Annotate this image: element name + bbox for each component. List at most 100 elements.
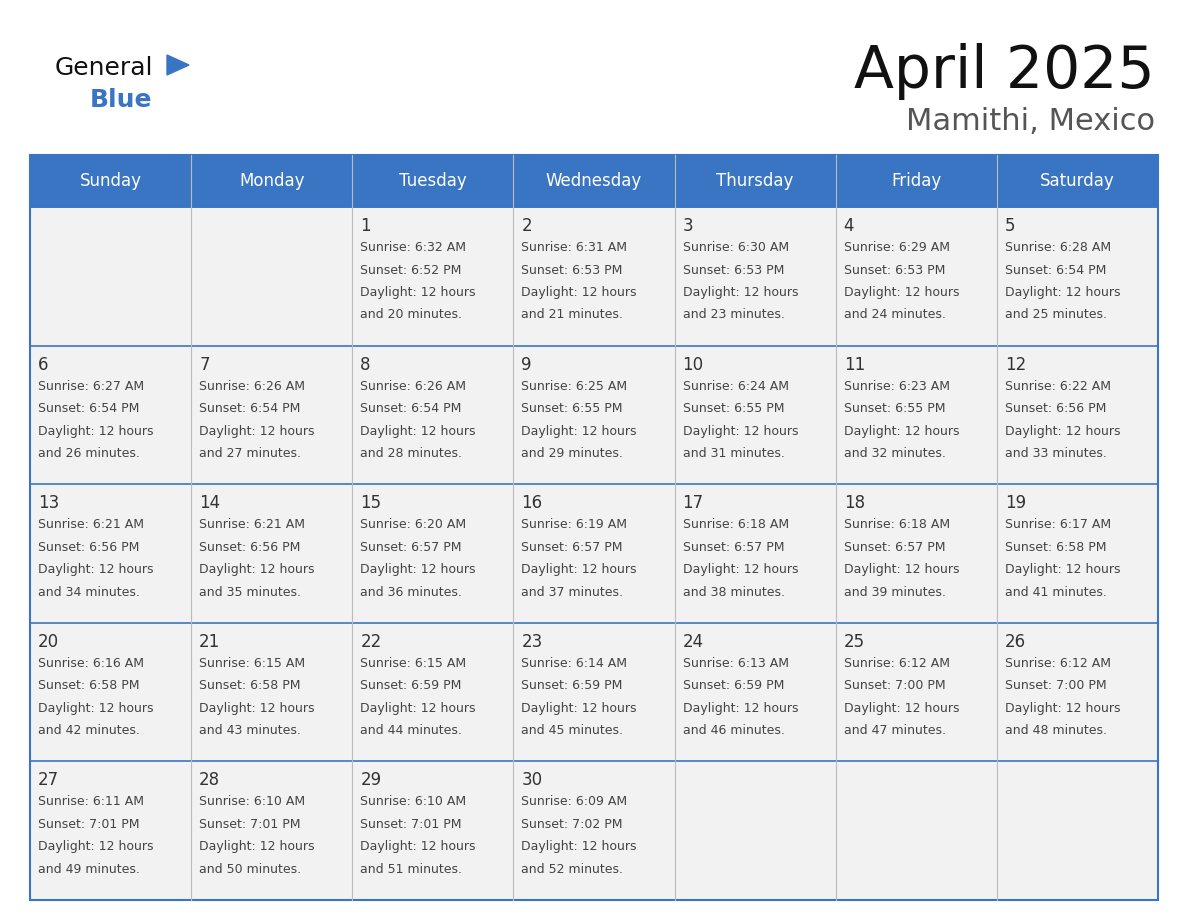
Text: Sunset: 7:02 PM: Sunset: 7:02 PM [522,818,623,831]
Text: and 28 minutes.: and 28 minutes. [360,447,462,460]
Text: Friday: Friday [891,172,941,190]
Bar [191,207,353,345]
Text: Daylight: 12 hours: Daylight: 12 hours [1005,425,1120,438]
Bar [513,345,675,484]
Bar [675,345,835,484]
Text: and 36 minutes.: and 36 minutes. [360,586,462,599]
Text: Sunrise: 6:13 AM: Sunrise: 6:13 AM [683,656,789,670]
Text: Sunset: 6:59 PM: Sunset: 6:59 PM [522,679,623,692]
Text: Sunrise: 6:21 AM: Sunrise: 6:21 AM [200,518,305,532]
Bar [835,345,997,484]
Text: Sunset: 6:54 PM: Sunset: 6:54 PM [1005,263,1106,276]
Bar [513,761,675,900]
Text: 9: 9 [522,355,532,374]
Text: Daylight: 12 hours: Daylight: 12 hours [843,425,959,438]
Text: and 29 minutes.: and 29 minutes. [522,447,624,460]
Bar [997,207,1158,345]
Text: Sunset: 6:55 PM: Sunset: 6:55 PM [522,402,623,415]
Text: Daylight: 12 hours: Daylight: 12 hours [683,425,798,438]
Text: Sunrise: 6:12 AM: Sunrise: 6:12 AM [843,656,949,670]
Text: 11: 11 [843,355,865,374]
Text: Saturday: Saturday [1040,172,1114,190]
Text: Sunrise: 6:31 AM: Sunrise: 6:31 AM [522,241,627,254]
Text: Sunset: 6:52 PM: Sunset: 6:52 PM [360,263,462,276]
Text: Sunrise: 6:30 AM: Sunrise: 6:30 AM [683,241,789,254]
Text: Sunset: 6:58 PM: Sunset: 6:58 PM [200,679,301,692]
Text: Sunrise: 6:18 AM: Sunrise: 6:18 AM [843,518,950,532]
Text: and 31 minutes.: and 31 minutes. [683,447,784,460]
Bar [835,484,997,622]
Text: Daylight: 12 hours: Daylight: 12 hours [522,286,637,299]
Bar [353,622,513,761]
Bar [835,207,997,345]
Text: Daylight: 12 hours: Daylight: 12 hours [522,701,637,715]
Text: 8: 8 [360,355,371,374]
Bar [675,484,835,622]
Bar [675,207,835,345]
Text: Daylight: 12 hours: Daylight: 12 hours [1005,564,1120,577]
Text: 22: 22 [360,633,381,651]
Text: 23: 23 [522,633,543,651]
Text: Sunset: 7:00 PM: Sunset: 7:00 PM [843,679,946,692]
Text: Sunset: 6:54 PM: Sunset: 6:54 PM [38,402,139,415]
Text: 28: 28 [200,771,220,789]
Text: Sunrise: 6:10 AM: Sunrise: 6:10 AM [200,795,305,809]
Text: and 45 minutes.: and 45 minutes. [522,724,624,737]
Text: Sunset: 6:59 PM: Sunset: 6:59 PM [683,679,784,692]
Text: 10: 10 [683,355,703,374]
Text: 25: 25 [843,633,865,651]
Text: Sunrise: 6:15 AM: Sunrise: 6:15 AM [360,656,467,670]
Bar [353,761,513,900]
Text: and 35 minutes.: and 35 minutes. [200,586,301,599]
Text: Sunset: 6:58 PM: Sunset: 6:58 PM [38,679,139,692]
Text: Sunset: 6:56 PM: Sunset: 6:56 PM [38,541,139,554]
Text: Sunset: 6:59 PM: Sunset: 6:59 PM [360,679,462,692]
Text: and 46 minutes.: and 46 minutes. [683,724,784,737]
Text: Sunset: 7:01 PM: Sunset: 7:01 PM [360,818,462,831]
Text: and 50 minutes.: and 50 minutes. [200,863,302,876]
Text: Daylight: 12 hours: Daylight: 12 hours [38,840,153,854]
Bar [997,345,1158,484]
Text: Sunrise: 6:18 AM: Sunrise: 6:18 AM [683,518,789,532]
Text: Sunset: 6:54 PM: Sunset: 6:54 PM [360,402,462,415]
Text: Daylight: 12 hours: Daylight: 12 hours [1005,286,1120,299]
Text: Daylight: 12 hours: Daylight: 12 hours [360,425,475,438]
Text: Daylight: 12 hours: Daylight: 12 hours [1005,701,1120,715]
Text: Daylight: 12 hours: Daylight: 12 hours [683,564,798,577]
Polygon shape [168,55,189,75]
Bar [997,622,1158,761]
Text: Blue: Blue [90,88,152,112]
Text: 29: 29 [360,771,381,789]
Text: and 24 minutes.: and 24 minutes. [843,308,946,321]
Text: Sunrise: 6:26 AM: Sunrise: 6:26 AM [200,380,305,393]
Text: and 27 minutes.: and 27 minutes. [200,447,301,460]
Text: Daylight: 12 hours: Daylight: 12 hours [683,701,798,715]
Bar [997,761,1158,900]
Text: 13: 13 [38,494,59,512]
Text: Daylight: 12 hours: Daylight: 12 hours [522,840,637,854]
Text: 2: 2 [522,217,532,235]
Text: and 43 minutes.: and 43 minutes. [200,724,301,737]
Text: Tuesday: Tuesday [399,172,467,190]
Bar [997,484,1158,622]
Text: Sunrise: 6:12 AM: Sunrise: 6:12 AM [1005,656,1111,670]
Text: Sunrise: 6:27 AM: Sunrise: 6:27 AM [38,380,144,393]
Text: 20: 20 [38,633,59,651]
Bar [30,155,1158,207]
Text: and 26 minutes.: and 26 minutes. [38,447,140,460]
Text: 3: 3 [683,217,693,235]
Text: 12: 12 [1005,355,1026,374]
Text: 4: 4 [843,217,854,235]
Text: Sunrise: 6:17 AM: Sunrise: 6:17 AM [1005,518,1111,532]
Text: and 44 minutes.: and 44 minutes. [360,724,462,737]
Text: 18: 18 [843,494,865,512]
Text: Daylight: 12 hours: Daylight: 12 hours [200,701,315,715]
Bar [191,761,353,900]
Text: Sunset: 6:57 PM: Sunset: 6:57 PM [683,541,784,554]
Bar [30,622,191,761]
Text: Daylight: 12 hours: Daylight: 12 hours [360,701,475,715]
Bar [30,345,191,484]
Bar [513,484,675,622]
Text: Sunset: 6:56 PM: Sunset: 6:56 PM [200,541,301,554]
Text: Sunrise: 6:20 AM: Sunrise: 6:20 AM [360,518,467,532]
